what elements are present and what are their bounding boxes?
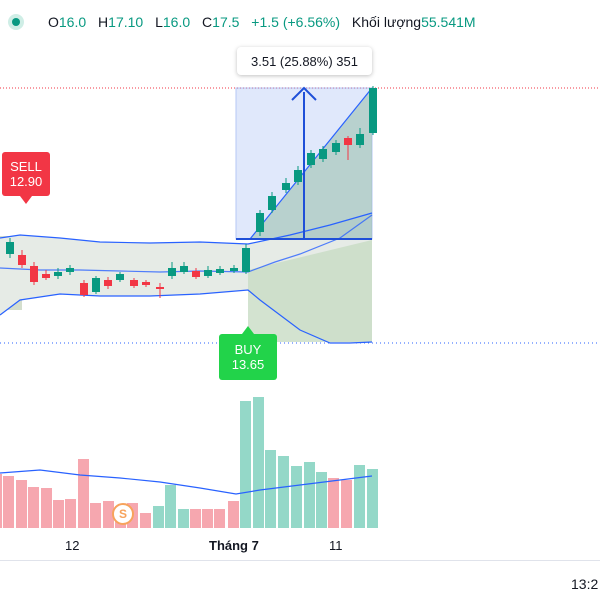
volume-bar <box>16 480 27 528</box>
low-label: L <box>155 14 163 30</box>
volume-bar <box>103 501 114 528</box>
volume-bar <box>278 456 289 528</box>
volume-bar <box>202 509 213 528</box>
candle-body <box>30 266 38 282</box>
candle-body <box>192 271 200 277</box>
x-axis-label-2: Tháng 7 <box>209 538 259 553</box>
upper-band <box>0 212 373 245</box>
close-value: 17.5 <box>212 14 240 30</box>
x-axis-label-1: 12 <box>65 538 80 553</box>
volume-bar <box>190 509 201 528</box>
event-icon[interactable]: S <box>112 503 134 525</box>
volume-value: 55.541M <box>421 14 476 30</box>
volume-bar <box>0 474 2 528</box>
sell-price: 12.90 <box>9 174 43 189</box>
candle-body <box>6 242 14 254</box>
time-axis-divider <box>0 560 600 561</box>
candle-body <box>168 268 176 276</box>
high-label: H <box>98 14 109 30</box>
candle-body <box>307 153 315 165</box>
volume-ma-line <box>0 469 373 495</box>
candle-body <box>319 149 327 159</box>
volume-bar <box>90 503 101 528</box>
high-value: 17.10 <box>108 14 144 30</box>
change-value: +1.5 (+6.56%) <box>251 14 341 30</box>
candle-body <box>116 274 124 280</box>
open-value: 16.0 <box>58 14 87 30</box>
candle-body <box>204 270 212 276</box>
candle-body <box>80 283 88 295</box>
candle-body <box>104 280 112 286</box>
volume-bar <box>304 462 315 528</box>
sell-label: SELL <box>10 159 42 174</box>
volume-bar <box>28 487 39 528</box>
candle-body <box>66 268 74 272</box>
volume-bar <box>53 500 64 528</box>
volume-label: Khối lượng <box>351 14 422 30</box>
volume-bars <box>0 397 378 528</box>
volume-bar <box>3 476 14 528</box>
candle-body <box>54 272 62 276</box>
time-label: 13:2 <box>571 576 599 592</box>
candle-body <box>242 248 250 272</box>
candle-body <box>92 278 100 292</box>
long-zone <box>248 240 372 342</box>
candle-body <box>230 268 238 271</box>
volume-bar <box>354 465 365 528</box>
candle-body <box>130 280 138 286</box>
volume-bar <box>291 466 302 528</box>
candle-body <box>180 266 188 272</box>
candle-body <box>142 282 150 285</box>
candle-body <box>216 269 224 273</box>
candle-body <box>282 183 290 190</box>
volume-bar <box>178 509 189 528</box>
sell-signal[interactable]: SELL 12.90 <box>2 152 50 204</box>
candle-body <box>356 134 364 145</box>
volume-bar <box>140 513 151 528</box>
candle-body <box>156 287 164 289</box>
measure-arrow-head <box>291 86 317 101</box>
lower-band <box>0 289 373 344</box>
candle-body <box>18 255 26 265</box>
buy-price: 13.65 <box>231 357 265 372</box>
candle-body <box>294 170 302 182</box>
symbol-legend: O16.0 H17.10 L16.0 C17.5 +1.5 (+6.56%) K… <box>0 0 600 44</box>
ohlc-values: O16.0 H17.10 L16.0 C17.5 +1.5 (+6.56%) K… <box>48 14 476 30</box>
volume-bar <box>153 506 164 528</box>
volume-bar <box>253 397 264 528</box>
candle-body <box>332 143 340 152</box>
market-status-icon <box>8 14 24 30</box>
candle-body <box>256 213 264 232</box>
volume-bar <box>367 469 378 528</box>
volume-bar <box>165 485 176 528</box>
low-value: 16.0 <box>162 14 191 30</box>
candle-body <box>42 274 50 278</box>
buy-signal[interactable]: BUY 13.65 <box>219 326 277 380</box>
volume-bar <box>341 480 352 528</box>
buy-label: BUY <box>234 342 262 357</box>
candle-body <box>369 88 377 133</box>
price-chart[interactable] <box>0 0 600 560</box>
candle-body <box>268 196 276 210</box>
candle-body <box>344 138 352 145</box>
x-axis-label-3: 11 <box>329 538 343 553</box>
volume-bar <box>41 488 52 528</box>
volume-bar <box>78 459 89 528</box>
measure-tooltip: 3.51 (25.88%) 351 <box>237 47 372 75</box>
open-label: O <box>48 14 59 30</box>
candles <box>6 86 377 298</box>
volume-bar <box>214 509 225 528</box>
volume-bar <box>228 501 239 528</box>
volume-bar <box>328 478 339 528</box>
volume-bar <box>65 499 76 528</box>
close-label: C <box>202 14 213 30</box>
volume-bar <box>240 401 251 528</box>
volume-bar <box>316 472 327 528</box>
